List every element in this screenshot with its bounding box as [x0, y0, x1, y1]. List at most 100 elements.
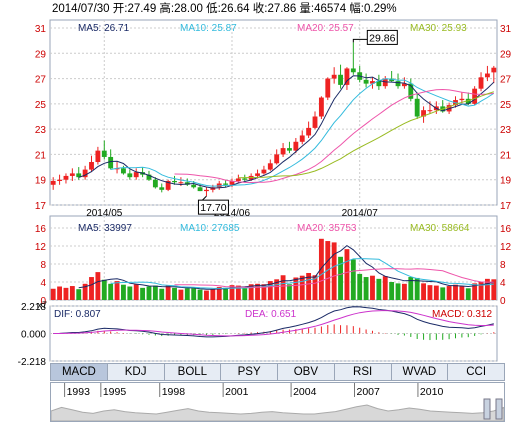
panel-frame: [49, 215, 498, 301]
tab-cci[interactable]: CCI: [448, 364, 504, 380]
candle-body: [318, 97, 324, 117]
volume-bar: [440, 287, 446, 300]
volume-ma-legend-ma20: MA20: 35753: [297, 223, 357, 234]
price-ma20-line: [174, 88, 494, 184]
volume-bar: [370, 275, 375, 300]
volume-bar: [414, 277, 420, 300]
volume-bar: [389, 282, 395, 300]
candle-body: [127, 173, 133, 178]
candle-body: [152, 179, 158, 188]
candle-body: [178, 182, 184, 184]
candle-body: [242, 178, 248, 180]
history-year-label: 1993: [67, 386, 91, 398]
history-year-label: 2001: [225, 386, 249, 398]
tab-wvad[interactable]: WVAD: [391, 364, 449, 380]
candle-body: [306, 127, 312, 136]
volume-tick-left: 12: [35, 242, 47, 253]
candle-body: [235, 178, 241, 181]
volume-bar: [159, 288, 165, 300]
price-tick-left: 25: [35, 100, 47, 111]
annotation-label: 17.70: [200, 202, 226, 214]
macd-tick: -2.218: [18, 357, 47, 368]
candle-body: [338, 74, 343, 85]
candle-body: [389, 78, 395, 82]
volume-bar: [446, 286, 452, 300]
volume-bar: [108, 283, 114, 300]
volume-bar: [216, 286, 222, 300]
candle-body: [101, 150, 107, 157]
volume-bar: [267, 281, 273, 300]
volume-tick-right: 12: [500, 242, 512, 253]
candle-body: [363, 79, 369, 84]
volume-bar: [363, 277, 369, 300]
volume-bar: [50, 288, 56, 300]
volume-tick-left: 8: [40, 260, 46, 271]
price-tick-right: 19: [500, 176, 512, 187]
history-navigator[interactable]: 1993 1995 1998 2001 2004 2007 2010: [50, 382, 505, 422]
price-tick-right: 29: [500, 49, 512, 60]
price-tick-left: 31: [35, 24, 47, 35]
volume-bar: [82, 283, 88, 300]
candle-body: [465, 98, 471, 104]
volume-bar: [421, 283, 426, 300]
price-ma-legend-ma5: MA5: 26.71: [78, 23, 130, 34]
volume-bar: [255, 283, 260, 300]
candle-body: [427, 110, 433, 112]
annotation-box: [197, 199, 229, 215]
volume-bar: [382, 276, 388, 300]
macd-legend-2: MACD: 0.312: [432, 309, 492, 320]
candle-body: [159, 187, 165, 190]
tab-macd[interactable]: MACD: [51, 364, 108, 380]
volume-bar: [350, 259, 356, 300]
volume-bar: [204, 290, 209, 300]
candle-body: [191, 184, 197, 188]
volume-bar: [89, 277, 94, 300]
volume-bar: [306, 273, 312, 300]
candle-body: [376, 81, 382, 87]
macd-tick: 2.218: [21, 302, 46, 313]
annotation-box: [366, 29, 398, 45]
tab-obv[interactable]: OBV: [278, 364, 335, 380]
volume-bar: [459, 286, 465, 300]
history-year-label: 2007: [357, 386, 381, 398]
date-label: 2014/05: [86, 208, 123, 219]
volume-bar: [395, 283, 401, 300]
tab-boll[interactable]: BOLL: [164, 364, 222, 380]
volume-tick-right: 0: [500, 296, 506, 307]
candle-body: [414, 98, 420, 117]
candle-body: [472, 88, 478, 104]
date-label: 2014/07: [342, 208, 379, 219]
candle-body: [267, 163, 273, 170]
volume-bar: [101, 279, 107, 300]
volume-bar: [338, 256, 343, 300]
volume-bar: [491, 279, 497, 300]
price-tick-right: 25: [500, 100, 512, 111]
tab-rsi[interactable]: RSI: [334, 364, 392, 380]
volume-bar: [76, 289, 82, 300]
annotation-leader: [352, 38, 368, 43]
price-tick-right: 21: [500, 150, 512, 161]
tab-kdj[interactable]: KDJ: [107, 364, 165, 380]
candle-body: [95, 150, 101, 163]
volume-bar: [280, 275, 286, 300]
volume-tick-left: 4: [40, 278, 46, 289]
price-ma10-line: [110, 78, 495, 187]
volume-bar: [318, 238, 324, 300]
price-tick-left: 19: [35, 176, 47, 187]
volume-bar: [248, 284, 254, 300]
volume-bar: [133, 284, 139, 300]
candle-body: [204, 189, 209, 192]
volume-tick-left: 16: [35, 224, 47, 235]
candle-body: [165, 180, 171, 190]
volume-bar: [299, 275, 305, 300]
volume-bar: [453, 284, 458, 300]
candle-body: [484, 73, 490, 78]
volume-tick-left: 0: [40, 296, 46, 307]
volume-bar: [140, 287, 146, 300]
tab-psy[interactable]: PSY: [221, 364, 278, 380]
volume-bar: [465, 288, 471, 300]
volume-bar: [121, 284, 126, 300]
macd-legend-0: DIF: 0.807: [54, 309, 101, 320]
volume-bar: [146, 286, 152, 300]
